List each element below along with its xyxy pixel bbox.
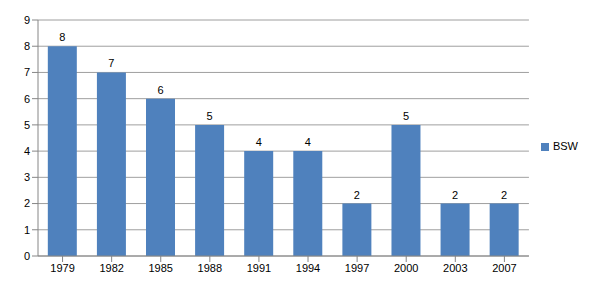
svg-text:8: 8	[24, 40, 30, 52]
svg-text:4: 4	[24, 145, 30, 157]
svg-text:2: 2	[501, 189, 507, 201]
svg-text:9: 9	[24, 14, 30, 26]
svg-text:6: 6	[157, 84, 163, 96]
svg-text:7: 7	[24, 66, 30, 78]
svg-text:1988: 1988	[198, 262, 222, 274]
svg-text:5: 5	[403, 110, 409, 122]
svg-text:8: 8	[59, 31, 65, 43]
html-text:BSW: BSW	[552, 140, 578, 152]
svg-text:2: 2	[24, 197, 30, 209]
svg-text:2: 2	[452, 189, 458, 201]
svg-text:1985: 1985	[148, 262, 172, 274]
svg-text:5: 5	[207, 110, 213, 122]
svg-text:2: 2	[354, 189, 360, 201]
svg-text:1979: 1979	[50, 262, 74, 274]
svg-text:4: 4	[256, 136, 262, 148]
svg-text:6: 6	[24, 93, 30, 105]
svg-text:1982: 1982	[99, 262, 123, 274]
svg-text:2003: 2003	[443, 262, 467, 274]
svg-text:2000: 2000	[394, 262, 418, 274]
svg-text:1991: 1991	[247, 262, 271, 274]
svg-text:0: 0	[24, 250, 30, 262]
svg-text:5: 5	[24, 119, 30, 131]
svg-text:3: 3	[24, 171, 30, 183]
svg-text:2007: 2007	[492, 262, 516, 274]
svg-text:1997: 1997	[345, 262, 369, 274]
svg-text:7: 7	[108, 57, 114, 69]
svg-text:1: 1	[24, 224, 30, 236]
svg-text:4: 4	[305, 136, 311, 148]
svg-text:1994: 1994	[296, 262, 320, 274]
